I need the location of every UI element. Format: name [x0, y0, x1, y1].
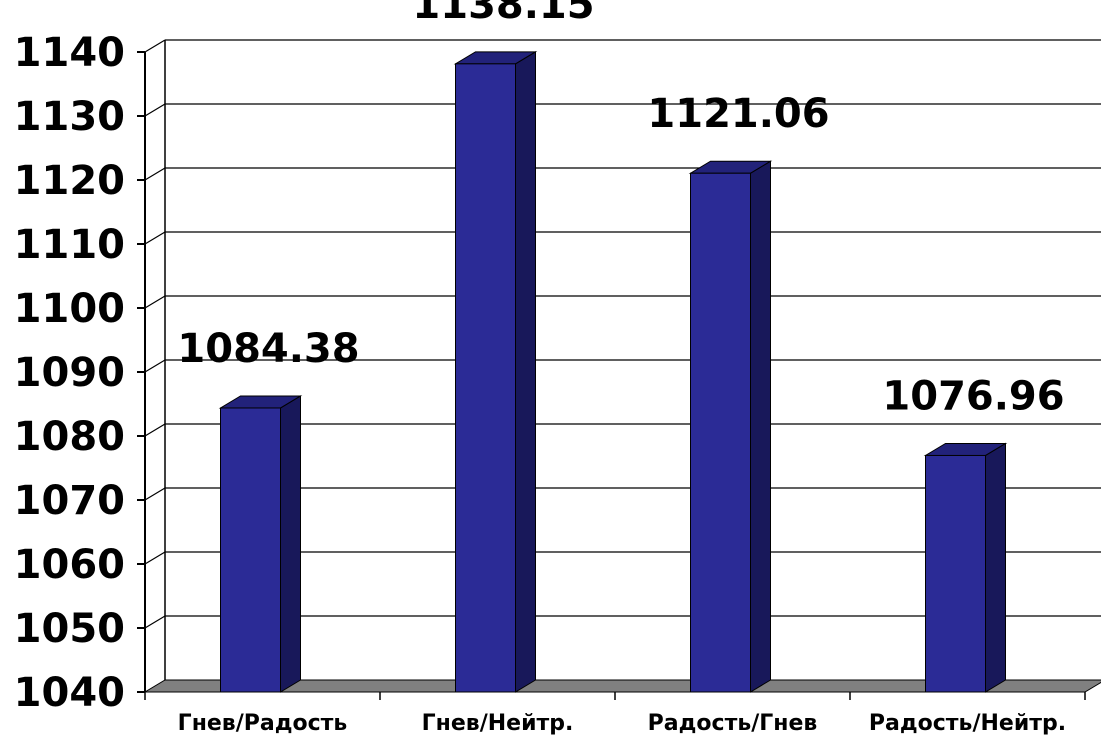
y-tick-label: 1070 [14, 478, 125, 524]
y-tick-label: 1100 [14, 286, 125, 332]
bar [690, 172, 751, 693]
gridline-side [144, 103, 166, 117]
y-axis-tick-labels: 1040 1050 1060 1070 1080 1090 1100 1110 1120 1130… [14, 30, 125, 716]
bar-side [985, 442, 1006, 693]
bar-side [750, 160, 771, 693]
x-tick-label: Радость/Нейтр. [869, 711, 1066, 736]
y-tick-label: 1090 [14, 350, 125, 396]
x-axis-tick-labels: Гнев/Радость Гнев/Нейтр. Радость/Гнев Радос… [178, 711, 1066, 736]
data-label: 1084.38 [177, 326, 359, 372]
y-tick-label: 1140 [14, 30, 125, 76]
x-tick-label: Гнев/Радость [178, 711, 348, 736]
data-label: 1121.06 [647, 91, 829, 137]
y-tick-label: 1060 [14, 542, 125, 588]
bar [220, 407, 281, 693]
bars-group [218, 50, 1008, 693]
y-tick-label: 1040 [14, 670, 125, 716]
x-tick-label: Гнев/Нейтр. [422, 711, 574, 736]
gridline-side [144, 423, 166, 437]
gridline-side [144, 167, 166, 181]
x-tick-label: Радость/Гнев [648, 711, 818, 736]
bar-side [280, 395, 301, 693]
y-tick-label: 1120 [14, 158, 125, 204]
chart-floor [143, 679, 1101, 700]
bar-side [515, 50, 536, 693]
data-labels: 1084.38 1138.15 1121.06 1076.96 [177, 0, 1064, 419]
gridline-side [144, 487, 166, 501]
gridline-side [144, 39, 166, 53]
gridline-side [144, 231, 166, 245]
y-tick-label: 1050 [14, 606, 125, 652]
y-tick-label: 1080 [14, 414, 125, 460]
gridlines [137, 39, 1101, 693]
gridline-side [144, 359, 166, 373]
bar [925, 454, 986, 693]
data-label: 1076.96 [882, 373, 1064, 419]
floor-plane [143, 679, 1101, 693]
bar [455, 63, 516, 693]
gridline-side [144, 295, 166, 309]
y-tick-label: 1130 [14, 94, 125, 140]
y-tick-label: 1110 [14, 222, 125, 268]
data-label: 1138.15 [412, 0, 594, 28]
gridline-side [144, 615, 166, 629]
gridline-side [144, 551, 166, 565]
